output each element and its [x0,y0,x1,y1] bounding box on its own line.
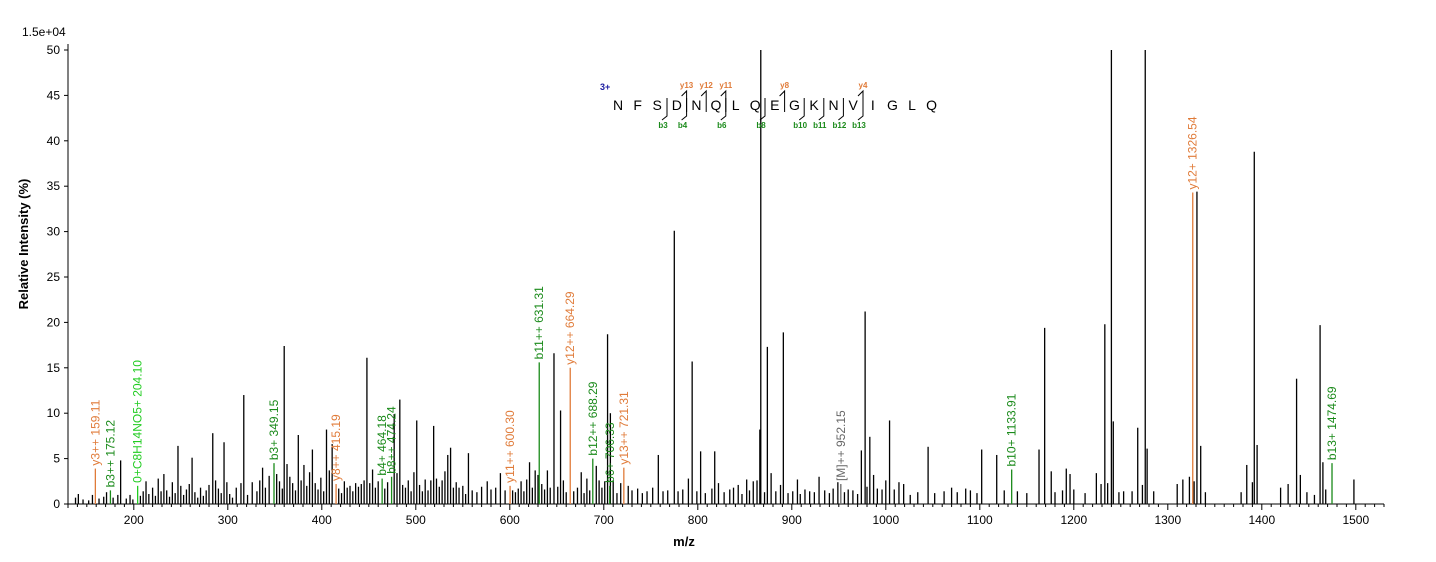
peaks [74,50,1355,504]
axes: 0 5 10 15 20 25 30 35 40 45 50 200 300 400 500 600 700 80… [47,43,1385,527]
y-ion-label: y4 [859,81,868,90]
x-tick-label: 700 [594,513,614,527]
residue: I [871,97,875,113]
b-ion-bracket [661,98,668,121]
b-ion-bracket [759,98,766,121]
x-tick-label: 1000 [872,513,899,527]
peak-label: y11++ 600.30 [503,410,517,483]
y-tick-label: 10 [47,406,61,420]
b-ion-label: b8 [756,121,766,130]
y-ion-bracket [779,89,786,112]
x-tick-label: 400 [312,513,332,527]
y-ion-bracket [857,89,864,112]
peak-label: y8++ 415.19 [329,414,343,481]
residue: N [613,97,623,113]
y-ion-bracket [720,89,727,112]
y-tick-label: 20 [47,315,61,329]
peak-label: b10+ 1133.91 [1005,393,1019,466]
peak-label: b6+ 706.33 [603,422,617,483]
y-tick-label: 5 [53,452,60,466]
x-tick-label: 500 [406,513,426,527]
peak-label: b13+ 1474.69 [1325,386,1339,460]
x-tick-label: 1100 [967,513,993,527]
residue: Q [711,97,722,113]
peak-label: b3+ 349.15 [267,399,281,460]
y-ion-bracket [681,89,688,112]
residue: K [809,97,819,113]
residue: Q [926,97,937,113]
y-tick-label: 25 [47,270,61,284]
b-ion-bracket [857,98,864,121]
y-ion-label: y8 [780,81,789,90]
b-ion-bracket [720,98,727,121]
y-axis-title: Relative Intensity (%) [16,179,31,310]
peak-label: y13++ 721.31 [617,391,631,465]
residue: G [887,97,898,113]
residue: G [789,97,800,113]
y-tick-label: 0 [53,497,60,511]
intensity-scale-label: 1.5e+04 [22,25,66,39]
residue: F [633,97,642,113]
x-tick-label: 800 [688,513,708,527]
b-ion-label: b3 [658,121,668,130]
b-ion-label: b4 [678,121,688,130]
x-tick-label: 300 [218,513,238,527]
b-ion-label: b13 [852,121,866,130]
charge-state: 3+ [600,82,610,92]
y-tick-label: 50 [47,43,61,57]
residue: L [908,97,916,113]
x-tick-label: 1400 [1248,513,1275,527]
residue: S [653,97,662,113]
peak-label: b8++ 474.24 [385,406,399,474]
b-ion-bracket [681,98,688,121]
b-ion-label: b6 [717,121,727,130]
y-tick-label: 30 [47,225,61,239]
x-tick-label: 1200 [1060,513,1087,527]
b-ion-bracket [838,98,844,121]
y-ion-bracket [700,89,707,112]
residue: D [672,97,682,113]
peak-label: y12+ 1326.54 [1186,116,1200,189]
peak-label: b3++ 175.12 [103,420,117,488]
peak-label: y12++ 664.29 [563,291,577,365]
b-ion-label: b12 [833,121,847,130]
residue: N [691,97,701,113]
b-ion-bracket [798,98,805,121]
peak-label: [M]++ 952.15 [834,410,848,481]
y-tick-label: 40 [47,134,61,148]
y-ion-label: y12 [700,81,714,90]
residue: N [829,97,839,113]
b-ion-label: b10 [793,121,807,130]
peak-label: b12++ 688.29 [586,381,600,455]
x-tick-label: 600 [500,513,520,527]
peak-label: b11++ 631.31 [532,286,546,360]
y-ion-label: y13 [680,81,694,90]
x-tick-label: 900 [782,513,802,527]
x-tick-label: 1300 [1154,513,1181,527]
residue: V [849,97,859,113]
x-axis-title: m/z [673,534,695,549]
peak-label: 0+C8H14NO5+ 204.10 [131,360,145,483]
y-tick-label: 35 [47,179,61,193]
b-ion-bracket [818,98,825,121]
y-tick-label: 45 [47,88,61,102]
residue: L [732,97,740,113]
peak-label: b4+ 464.18 [375,415,389,476]
residue: Q [750,97,761,113]
x-tick-label: 1500 [1342,513,1369,527]
residue: E [770,97,779,113]
annotated-peaks: y3++ 159.11 b3++ 175.12 0+C8H14NO5+ 204.10… [88,116,1339,504]
y-ion-label: y11 [719,81,732,90]
peak-label: y3++ 159.11 [88,399,102,465]
b-ion-label: b11 [813,121,827,130]
x-tick-label: 200 [124,513,144,527]
y-tick-label: 15 [47,361,61,375]
